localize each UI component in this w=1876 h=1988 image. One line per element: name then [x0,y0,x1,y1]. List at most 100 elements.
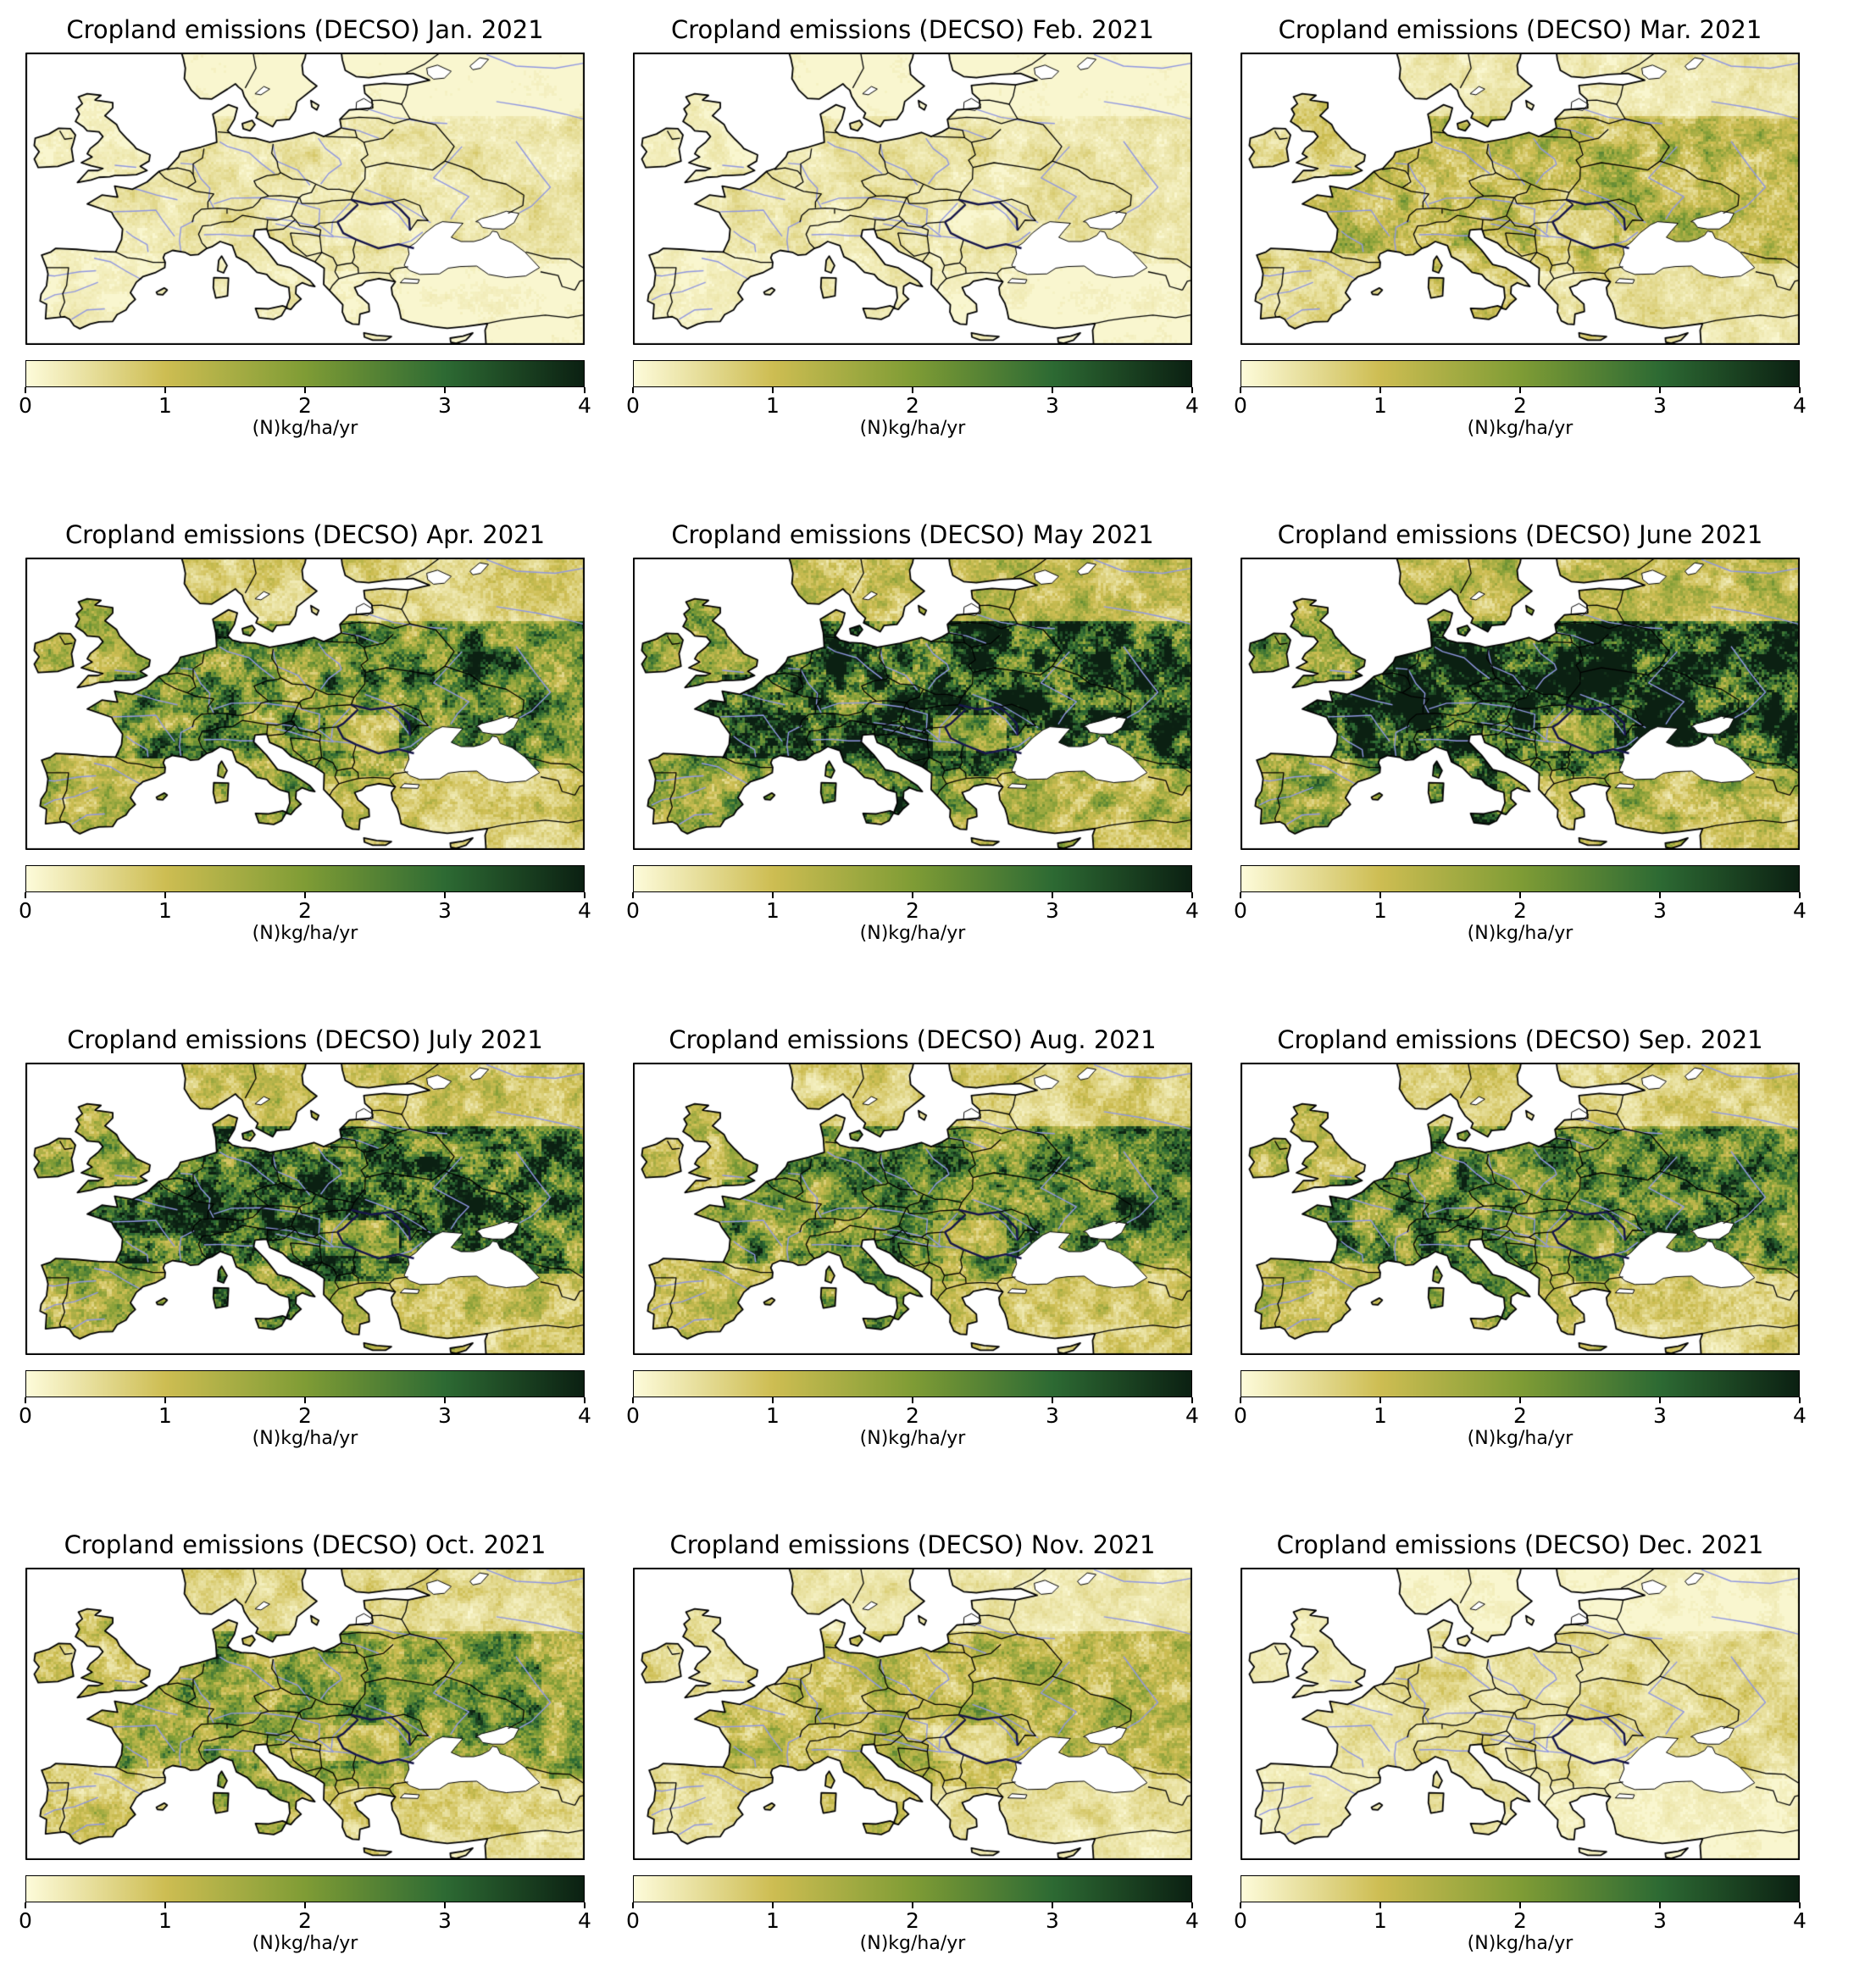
colorbar-tick-label: 3 [1046,1403,1059,1428]
colorbar-tick-label: 3 [438,393,452,418]
colorbar: 0 1 2 3 4 (N)kg/ha/yr [626,1875,1199,1954]
europe-emissions-map [25,1568,585,1860]
colorbar-tick-mark [912,892,913,898]
colorbar-tick-label: 3 [438,898,452,923]
colorbar-tick-label: 3 [1046,898,1059,923]
colorbar-unit-label: (N)kg/ha/yr [252,1933,358,1954]
colorbar-tick-mark [772,387,774,393]
panel-title: Cropland emissions (DECSO) May 2021 [671,520,1154,549]
colorbar-tick-mark [25,892,26,898]
colorbar-tick-mark [25,1397,26,1403]
colorbar-tick-mark [1659,892,1661,898]
colorbar-tick-mark [1519,1902,1521,1908]
panel-title: Cropland emissions (DECSO) June 2021 [1277,520,1763,549]
colorbar-tick-label: 0 [1234,1403,1247,1428]
colorbar-unit-label: (N)kg/ha/yr [859,1428,966,1449]
europe-emissions-map [25,558,585,850]
colorbar-gradient [25,1370,585,1397]
colorbar-tick-label: 2 [1513,393,1527,418]
colorbar-gradient [1240,865,1800,892]
europe-emissions-map [1240,1568,1800,1860]
colorbar: 0 1 2 3 4 (N)kg/ha/yr [1234,865,1807,944]
colorbar-tick-label: 4 [1793,393,1807,418]
map-panel: Cropland emissions (DECSO) Jan. 2021 0 1 2… [19,15,591,439]
colorbar-unit-label: (N)kg/ha/yr [1467,1428,1574,1449]
colorbar-tick-label: 3 [1046,1908,1059,1933]
colorbar-tick-mark [772,1397,774,1403]
colorbar-tick-mark [1240,1902,1241,1908]
colorbar-tick-mark [164,1397,166,1403]
colorbar-tick-label: 2 [298,1908,312,1933]
colorbar-unit-label: (N)kg/ha/yr [859,1933,966,1954]
colorbar-tick-mark [584,892,586,898]
colorbar-ticks: 0 1 2 3 4 [19,1902,591,1933]
panel-title: Cropland emissions (DECSO) Oct. 2021 [64,1530,547,1559]
colorbar-tick-label: 3 [1653,393,1667,418]
map-panel: Cropland emissions (DECSO) Oct. 2021 0 1 2… [19,1530,591,1954]
colorbar-tick-mark [1799,892,1801,898]
colorbar-tick-label: 1 [766,1908,780,1933]
colorbar-tick-label: 0 [626,393,640,418]
colorbar-gradient [633,1370,1192,1397]
colorbar-gradient [1240,1875,1800,1902]
colorbar-tick-label: 1 [766,393,780,418]
panel-title: Cropland emissions (DECSO) Jan. 2021 [66,15,544,44]
colorbar-gradient [1240,1370,1800,1397]
europe-emissions-map [25,53,585,345]
colorbar-tick-label: 0 [1234,898,1247,923]
colorbar-tick-mark [1799,387,1801,393]
colorbar-tick-label: 4 [578,1908,591,1933]
colorbar-tick-label: 4 [578,898,591,923]
colorbar-tick-mark [1519,892,1521,898]
colorbar: 0 1 2 3 4 (N)kg/ha/yr [626,360,1199,439]
colorbar-tick-label: 3 [1046,393,1059,418]
colorbar-tick-mark [632,892,634,898]
europe-emissions-map [633,558,1192,850]
panel-title: Cropland emissions (DECSO) Sep. 2021 [1277,1025,1763,1054]
colorbar-tick-label: 1 [158,1908,172,1933]
colorbar-tick-mark [304,1902,306,1908]
colorbar-tick-mark [1240,892,1241,898]
colorbar-tick-label: 4 [1185,1908,1199,1933]
colorbar-tick-mark [584,387,586,393]
colorbar-tick-label: 2 [906,898,919,923]
colorbar-tick-label: 0 [19,1908,32,1933]
colorbar-tick-mark [25,1902,26,1908]
colorbar-unit-label: (N)kg/ha/yr [1467,923,1574,944]
colorbar-tick-label: 1 [1374,1403,1387,1428]
colorbar-tick-label: 1 [766,898,780,923]
europe-emissions-map [633,1063,1192,1355]
panel-title: Cropland emissions (DECSO) Mar. 2021 [1278,15,1762,44]
colorbar-tick-label: 0 [19,393,32,418]
colorbar-tick-mark [25,387,26,393]
colorbar-unit-label: (N)kg/ha/yr [1467,418,1574,439]
colorbar-ticks: 0 1 2 3 4 [626,387,1199,418]
colorbar-tick-mark [444,892,446,898]
colorbar-tick-mark [164,387,166,393]
map-panel: Cropland emissions (DECSO) Aug. 2021 0 1 2… [626,1025,1199,1449]
colorbar-tick-label: 4 [1793,898,1807,923]
colorbar: 0 1 2 3 4 (N)kg/ha/yr [19,865,591,944]
colorbar-unit-label: (N)kg/ha/yr [252,923,358,944]
colorbar-tick-mark [1191,1397,1193,1403]
colorbar-tick-mark [772,1902,774,1908]
colorbar: 0 1 2 3 4 (N)kg/ha/yr [1234,1875,1807,1954]
europe-emissions-map [1240,1063,1800,1355]
colorbar-tick-label: 0 [19,1403,32,1428]
colorbar-tick-label: 3 [438,1908,452,1933]
colorbar-tick-mark [912,1902,913,1908]
colorbar-tick-label: 4 [1793,1403,1807,1428]
colorbar-tick-mark [584,1397,586,1403]
europe-emissions-map [1240,53,1800,345]
colorbar-gradient [633,865,1192,892]
colorbar-tick-label: 3 [438,1403,452,1428]
colorbar-tick-mark [1191,1902,1193,1908]
colorbar-tick-label: 2 [1513,1908,1527,1933]
colorbar: 0 1 2 3 4 (N)kg/ha/yr [1234,360,1807,439]
colorbar-tick-label: 4 [1793,1908,1807,1933]
colorbar-tick-mark [1379,387,1381,393]
map-panel: Cropland emissions (DECSO) June 2021 0 1 2… [1234,520,1807,944]
colorbar-tick-mark [912,1397,913,1403]
colorbar-tick-mark [1052,387,1053,393]
panel-title: Cropland emissions (DECSO) Nov. 2021 [669,1530,1156,1559]
